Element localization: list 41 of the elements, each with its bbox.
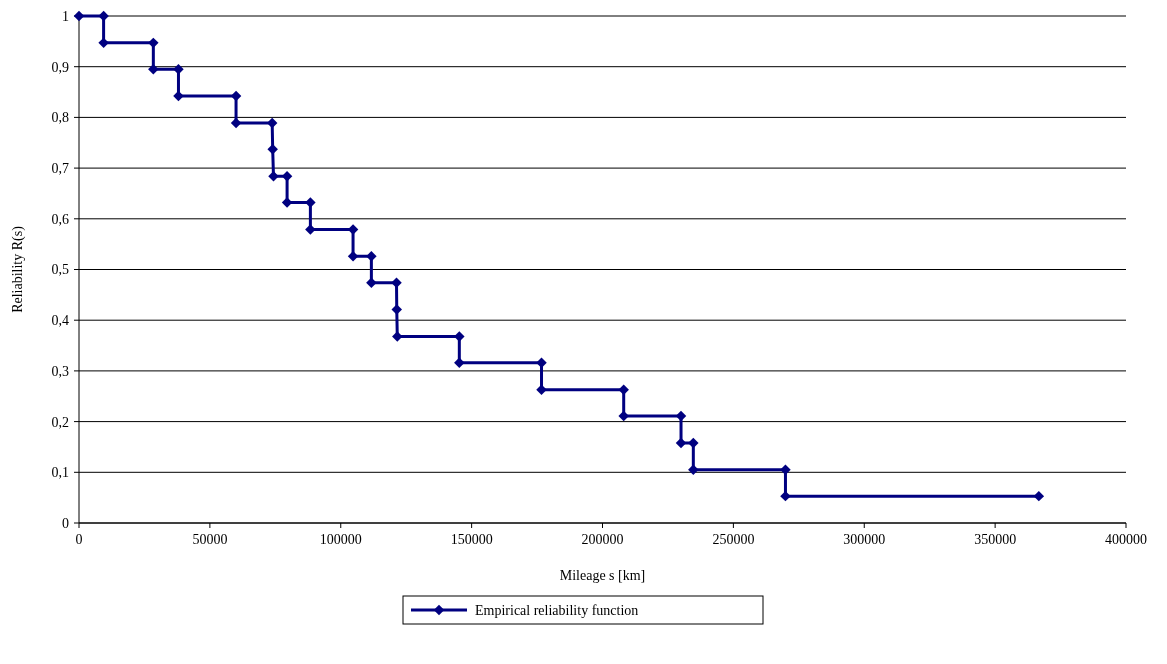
legend-label: Empirical reliability function — [475, 602, 639, 618]
point — [268, 170, 279, 182]
point — [391, 304, 402, 315]
x-tick-label: 100000 — [319, 532, 362, 547]
point — [230, 117, 242, 129]
point — [688, 464, 699, 476]
x-tick-label: 350000 — [974, 532, 1017, 547]
y-tick-label: 0,9 — [51, 59, 69, 75]
x-tick-label: 250000 — [712, 532, 755, 547]
y-tick-label: 0,8 — [51, 110, 69, 126]
point — [366, 251, 377, 262]
x-tick-label: 50000 — [192, 532, 228, 547]
y-tick-label: 0,5 — [51, 262, 69, 278]
point — [688, 437, 699, 449]
x-tick-label: 200000 — [581, 532, 624, 547]
y-tick-label: 0 — [62, 515, 69, 531]
y-tick-label: 0,4 — [51, 313, 69, 329]
y-axis-title: Reliability R(s) — [10, 225, 26, 313]
point — [347, 251, 359, 262]
point — [454, 357, 465, 369]
x-tick-label: 400000 — [1105, 532, 1147, 547]
x-tick-label: 0 — [75, 532, 83, 547]
point — [454, 331, 465, 342]
y-tick-label: 1 — [62, 8, 69, 24]
y-tick-label: 0,1 — [51, 465, 69, 481]
point — [391, 277, 402, 288]
point — [618, 384, 629, 395]
point — [618, 410, 629, 422]
point — [366, 277, 377, 288]
point — [305, 197, 316, 208]
y-tick-label: 0,2 — [51, 414, 69, 430]
point — [98, 37, 109, 49]
point — [1033, 490, 1045, 502]
x-tick-label: 300000 — [843, 532, 886, 547]
y-tick-label: 0,7 — [51, 161, 69, 176]
x-tick-label: 150000 — [450, 532, 493, 547]
point — [148, 64, 159, 75]
x-axis-title: Mileage s [km] — [559, 568, 646, 583]
y-tick-label: 0,6 — [51, 211, 69, 227]
y-tick-label: 0,3 — [51, 363, 69, 379]
point — [267, 144, 278, 155]
